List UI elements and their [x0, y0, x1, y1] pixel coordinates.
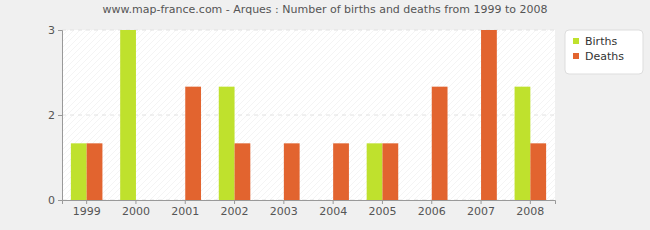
x-tick-mark: [234, 200, 235, 204]
x-tick-label: 2006: [418, 205, 446, 218]
bar: [317, 200, 333, 201]
x-tick: 2000: [122, 200, 150, 218]
x-tick-mark: [530, 200, 531, 204]
y-tick: 0: [48, 194, 62, 207]
x-tick-mark: [135, 200, 136, 204]
legend-item: Deaths: [573, 50, 624, 63]
x-tick-mark: [382, 200, 383, 204]
bar: [481, 30, 497, 200]
x-tick: 2007: [467, 200, 495, 218]
x-tick-label: 2003: [270, 205, 298, 218]
x-axis-line: [63, 201, 556, 205]
legend-swatch: [573, 53, 579, 59]
bar: [185, 87, 201, 200]
x-tick: 2006: [418, 200, 446, 218]
legend-swatch: [573, 38, 579, 44]
x-tick-label: 2005: [368, 205, 396, 218]
x-tick-label: 2008: [516, 205, 544, 218]
x-tick-label: 2000: [122, 205, 150, 218]
bar: [120, 30, 136, 200]
x-tick-label: 2007: [467, 205, 495, 218]
x-tick: 1999: [73, 200, 101, 218]
x-tick: 2002: [221, 200, 249, 218]
legend-item: Births: [573, 35, 617, 48]
x-tick-label: 2001: [171, 205, 199, 218]
x-tick: 2003: [270, 200, 298, 218]
bar: [333, 143, 349, 200]
x-tick-mark: [185, 200, 186, 204]
y-tick-mark: [58, 115, 62, 116]
plot: 0 2 3 1999 2000 2001 2002 2003 2004 2005 2006 2007 2…: [48, 24, 556, 218]
bar: [382, 143, 398, 200]
legend-box: [565, 30, 643, 74]
y-tick-label: 2: [48, 109, 55, 122]
bar: [530, 143, 546, 200]
bar: [169, 200, 185, 201]
bars: [71, 30, 546, 200]
bar: [71, 143, 87, 200]
x-tick-mark: [333, 200, 334, 204]
legend-label: Births: [585, 35, 617, 48]
legend: Births Deaths: [565, 30, 643, 74]
bar-series: [71, 30, 530, 200]
bar: [87, 143, 103, 200]
y-tick-mark: [58, 200, 62, 201]
y-tick-label: 0: [48, 194, 55, 207]
x-tick-mark: [283, 200, 284, 204]
x-tick-mark: [431, 200, 432, 204]
x-tick: 2005: [368, 200, 396, 218]
x-tick: 2008: [516, 200, 544, 218]
x-tick-mark: [481, 200, 482, 204]
bar: [268, 200, 284, 201]
x-tick-mark: [86, 200, 87, 204]
bar: [465, 200, 481, 201]
bar: [515, 87, 531, 200]
x-tick-label: 2004: [319, 205, 347, 218]
y-tick-label: 3: [48, 24, 55, 37]
legend-label: Deaths: [585, 50, 624, 63]
y-axis: 0 2 3: [48, 24, 63, 207]
chart: www.map-france.com - Arques : Number of …: [0, 0, 650, 230]
bar: [219, 87, 235, 200]
x-axis: 1999 2000 2001 2002 2003 2004 2005 2006 2007 2008: [63, 200, 556, 218]
y-axis-line: [58, 31, 63, 201]
x-tick: 2001: [171, 200, 199, 218]
bar: [367, 143, 383, 200]
title: www.map-france.com - Arques : Number of …: [103, 3, 548, 16]
x-tick: 2004: [319, 200, 347, 218]
x-tick-label: 2002: [221, 205, 249, 218]
bar: [416, 200, 432, 201]
y-tick: 2: [48, 109, 62, 122]
bar: [136, 200, 152, 201]
bar: [284, 143, 300, 200]
y-tick-mark: [58, 30, 62, 31]
bar: [432, 87, 448, 200]
bar-series: [87, 30, 546, 200]
bar: [235, 143, 251, 200]
x-tick-label: 1999: [73, 205, 101, 218]
y-tick: 3: [48, 24, 62, 37]
grid: [62, 30, 555, 200]
plot-background: [62, 30, 555, 200]
